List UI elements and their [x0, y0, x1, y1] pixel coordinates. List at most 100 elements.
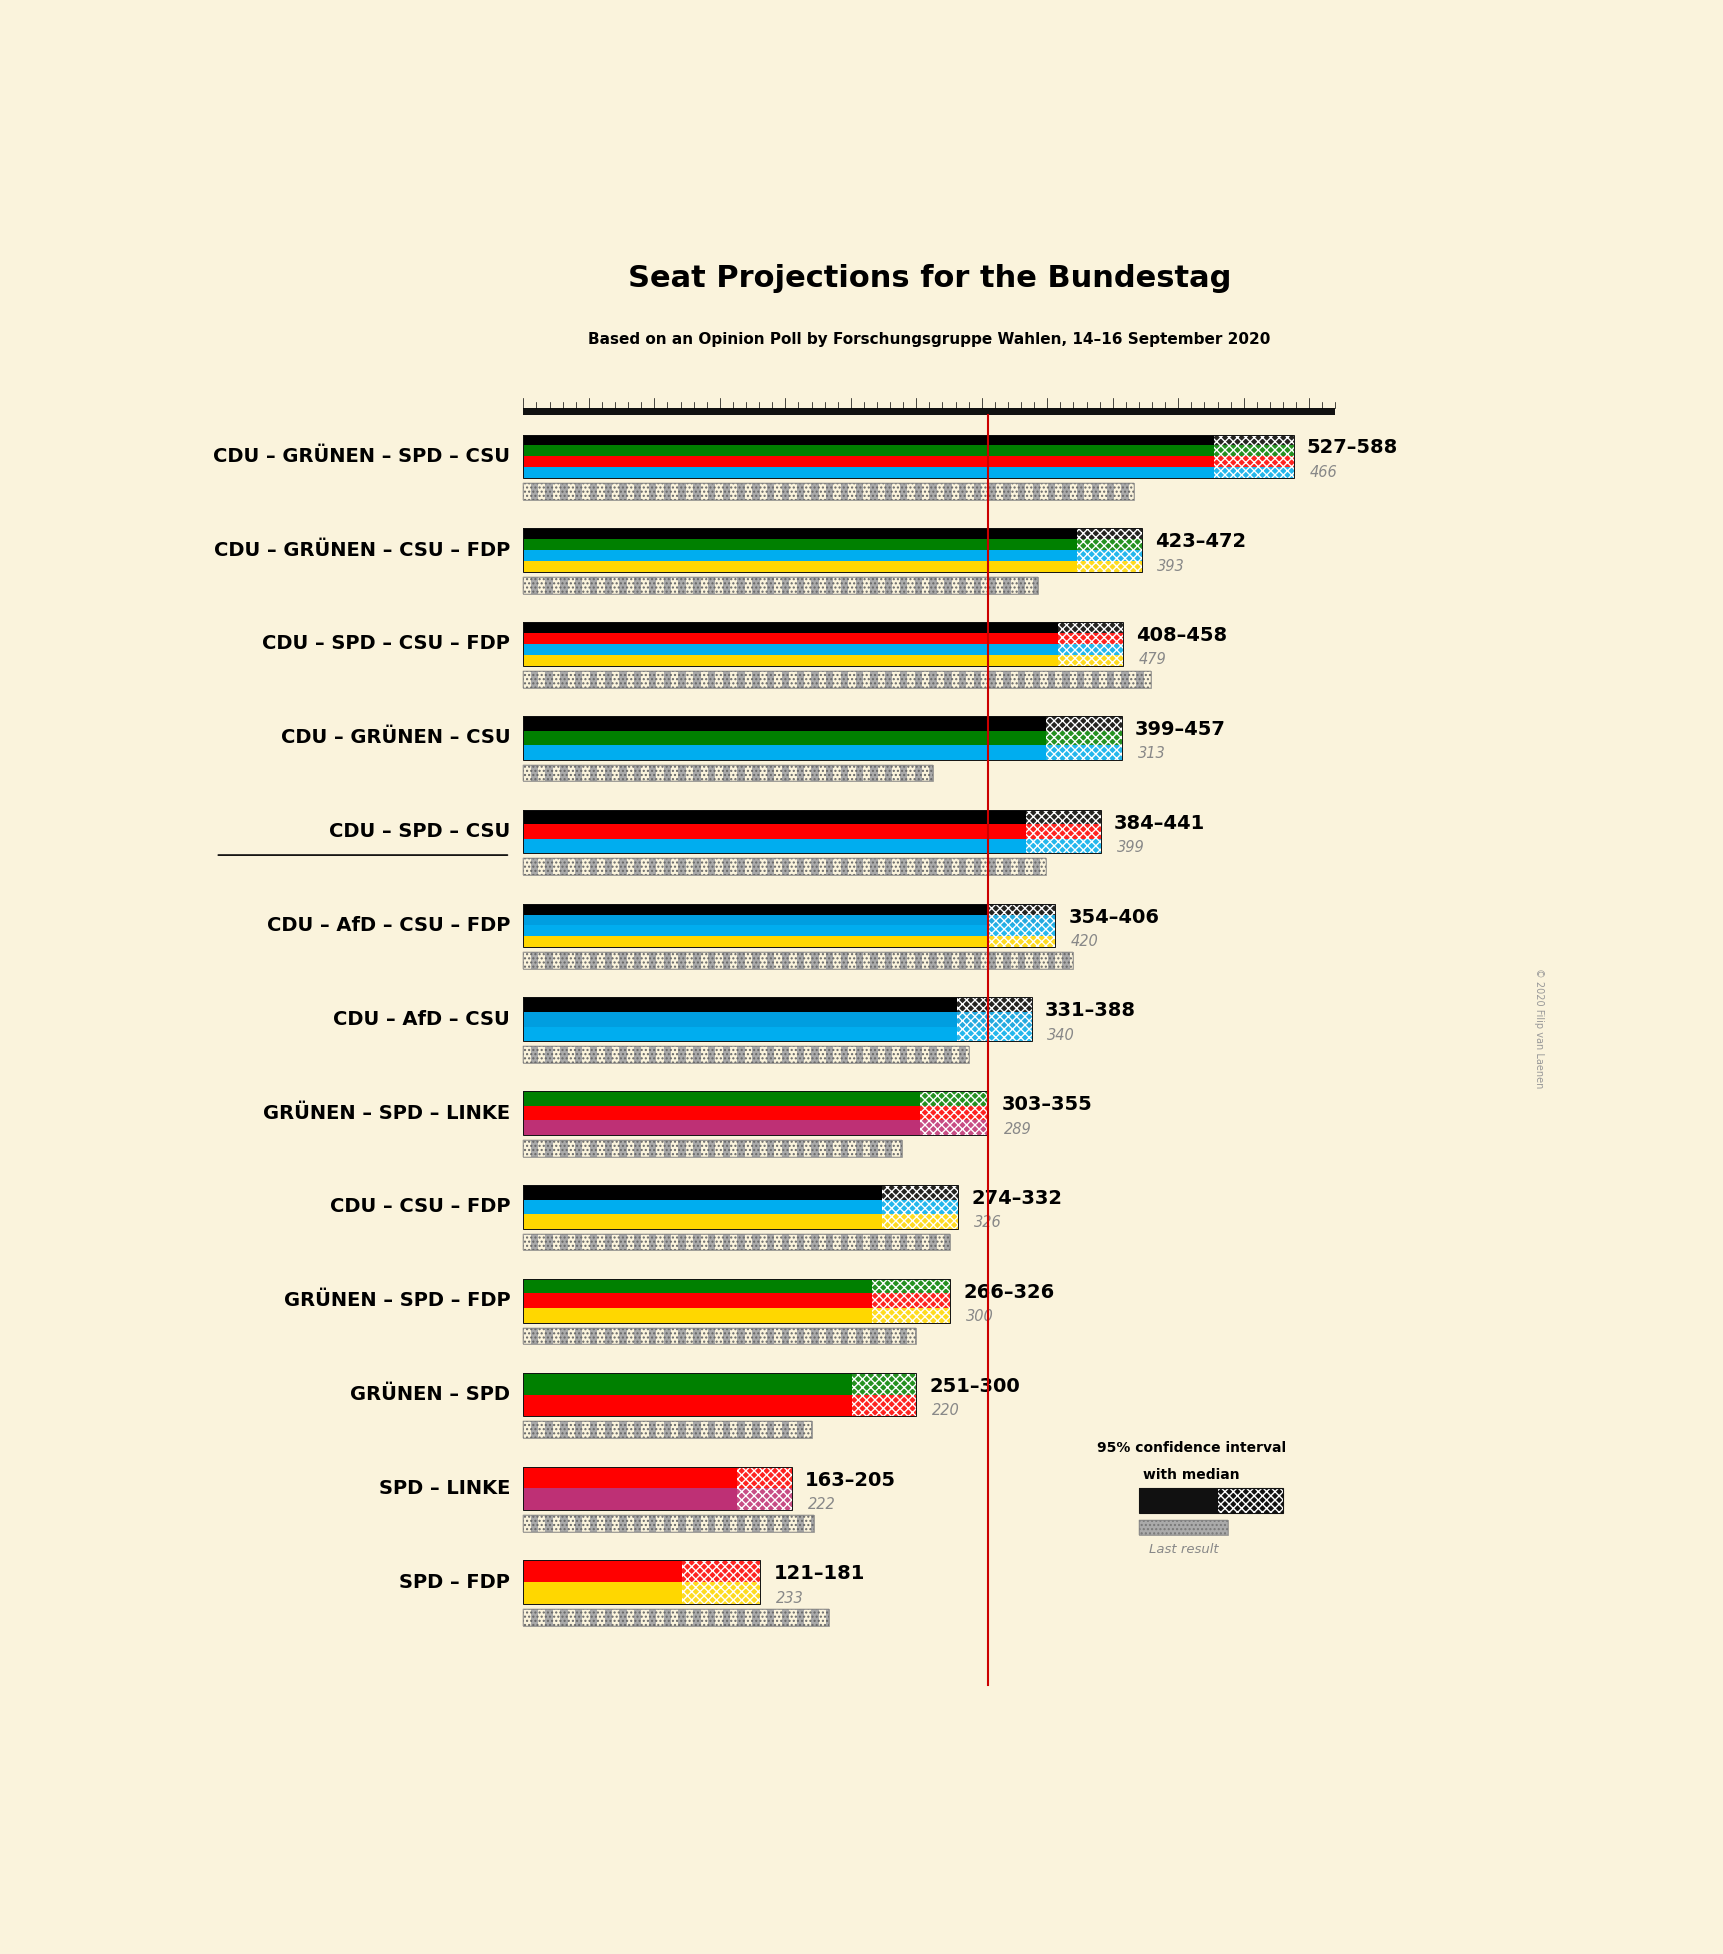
- Bar: [1039, 858, 1046, 875]
- Bar: [803, 1421, 812, 1438]
- Bar: [656, 576, 663, 594]
- Bar: [877, 1139, 884, 1157]
- Bar: [700, 576, 708, 594]
- Bar: [524, 1139, 901, 1157]
- Bar: [524, 715, 1046, 731]
- Bar: [686, 1327, 693, 1344]
- Bar: [715, 576, 722, 594]
- Bar: [681, 1561, 760, 1583]
- Bar: [774, 764, 781, 782]
- Bar: [715, 483, 722, 500]
- Bar: [524, 1026, 956, 1041]
- Bar: [524, 809, 1101, 854]
- Bar: [774, 670, 781, 688]
- Bar: [715, 1327, 722, 1344]
- Bar: [1068, 670, 1077, 688]
- Bar: [729, 670, 737, 688]
- Bar: [803, 1045, 812, 1063]
- Bar: [524, 1421, 812, 1438]
- Text: 163–205: 163–205: [805, 1471, 896, 1489]
- Bar: [893, 858, 899, 875]
- Bar: [877, 1233, 884, 1251]
- Bar: [936, 858, 944, 875]
- Bar: [760, 858, 767, 875]
- Bar: [612, 1045, 619, 1063]
- Text: CDU – GRÜNEN – CSU: CDU – GRÜNEN – CSU: [281, 729, 510, 746]
- Text: with median: with median: [1142, 1467, 1239, 1483]
- Bar: [524, 1307, 872, 1323]
- Bar: [832, 483, 841, 500]
- Bar: [524, 1421, 531, 1438]
- Bar: [715, 1139, 722, 1157]
- Bar: [524, 576, 531, 594]
- Bar: [524, 1139, 901, 1157]
- Bar: [729, 1139, 737, 1157]
- Bar: [863, 1327, 870, 1344]
- Bar: [522, 408, 1335, 414]
- Bar: [582, 952, 589, 969]
- Bar: [967, 1045, 968, 1063]
- Text: 95% confidence interval: 95% confidence interval: [1096, 1442, 1285, 1456]
- Bar: [524, 952, 1073, 969]
- Bar: [774, 483, 781, 500]
- Bar: [987, 936, 1054, 948]
- Bar: [789, 1045, 796, 1063]
- Bar: [956, 997, 1030, 1012]
- Bar: [641, 483, 648, 500]
- Bar: [524, 670, 1151, 688]
- Bar: [524, 858, 1046, 875]
- Bar: [760, 1139, 767, 1157]
- Bar: [967, 670, 973, 688]
- Bar: [1025, 838, 1101, 854]
- Bar: [596, 858, 605, 875]
- Bar: [774, 952, 781, 969]
- Bar: [863, 1233, 870, 1251]
- Bar: [893, 764, 899, 782]
- Bar: [936, 576, 944, 594]
- Bar: [524, 903, 987, 914]
- Bar: [524, 1120, 920, 1135]
- Bar: [1077, 551, 1141, 561]
- Bar: [872, 1280, 949, 1294]
- Bar: [760, 576, 767, 594]
- Bar: [832, 1233, 841, 1251]
- Bar: [818, 858, 825, 875]
- Bar: [1213, 457, 1292, 467]
- Text: © 2020 Filip van Laenen: © 2020 Filip van Laenen: [1533, 969, 1542, 1088]
- Bar: [627, 1608, 634, 1626]
- Bar: [863, 576, 870, 594]
- Bar: [700, 1327, 708, 1344]
- Bar: [893, 1233, 899, 1251]
- Bar: [1068, 952, 1073, 969]
- Bar: [789, 858, 796, 875]
- Bar: [670, 670, 677, 688]
- Bar: [538, 1421, 544, 1438]
- Bar: [553, 576, 560, 594]
- Bar: [524, 645, 1058, 655]
- Bar: [524, 764, 932, 782]
- Bar: [524, 670, 1151, 688]
- Bar: [524, 903, 1054, 948]
- Bar: [818, 952, 825, 969]
- Bar: [524, 1200, 882, 1213]
- Bar: [524, 551, 1077, 561]
- Bar: [951, 952, 958, 969]
- Bar: [774, 1045, 781, 1063]
- Bar: [524, 576, 1037, 594]
- Bar: [524, 1327, 915, 1344]
- Bar: [848, 1139, 855, 1157]
- Bar: [920, 1092, 987, 1106]
- Text: 326: 326: [973, 1215, 1001, 1231]
- Bar: [818, 1608, 825, 1626]
- Bar: [1025, 483, 1032, 500]
- Bar: [567, 1327, 575, 1344]
- Bar: [524, 467, 1213, 479]
- Bar: [882, 1213, 958, 1229]
- Bar: [893, 1139, 899, 1157]
- Bar: [524, 434, 1213, 446]
- Bar: [1139, 1487, 1282, 1512]
- Bar: [744, 670, 751, 688]
- Bar: [656, 858, 663, 875]
- Bar: [641, 1233, 648, 1251]
- Bar: [760, 483, 767, 500]
